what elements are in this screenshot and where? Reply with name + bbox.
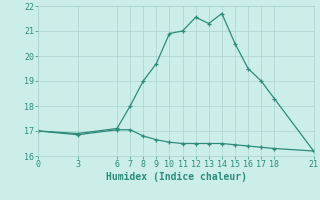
X-axis label: Humidex (Indice chaleur): Humidex (Indice chaleur) [106,172,246,182]
